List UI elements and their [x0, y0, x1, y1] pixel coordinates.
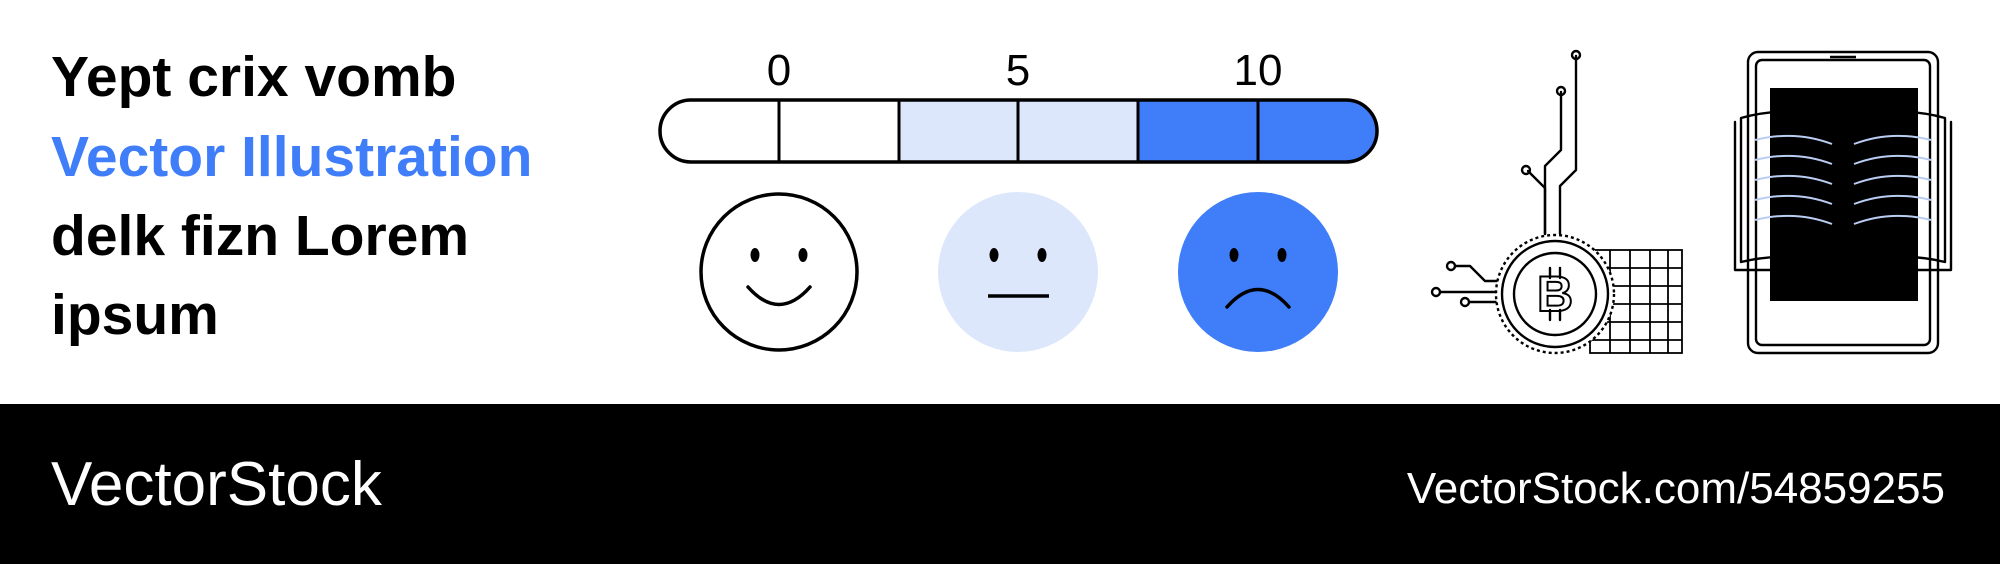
title-line: delk fizn Lorem — [51, 204, 469, 268]
scale-bar — [658, 98, 1379, 164]
scale-label: 0 — [767, 46, 791, 95]
svg-text:B: B — [1537, 266, 1573, 322]
sad-face — [1178, 192, 1338, 352]
footer-brand: VectorStock — [51, 450, 383, 519]
bitcoin-icon: B — [1430, 49, 1683, 355]
title-line: Yept crix vomb — [51, 45, 457, 109]
title-line: ipsum — [51, 283, 219, 347]
scale-label: 5 — [1006, 46, 1030, 95]
happy-face — [699, 192, 859, 352]
footer-url: VectorStock.com/54859255 — [1407, 464, 1945, 513]
scale-label: 10 — [1234, 46, 1283, 95]
tablet-book-icon — [1733, 50, 1953, 355]
title-line-accent: Vector Illustration — [51, 125, 532, 189]
footer-bar — [0, 404, 2000, 564]
neutral-face — [938, 192, 1098, 352]
